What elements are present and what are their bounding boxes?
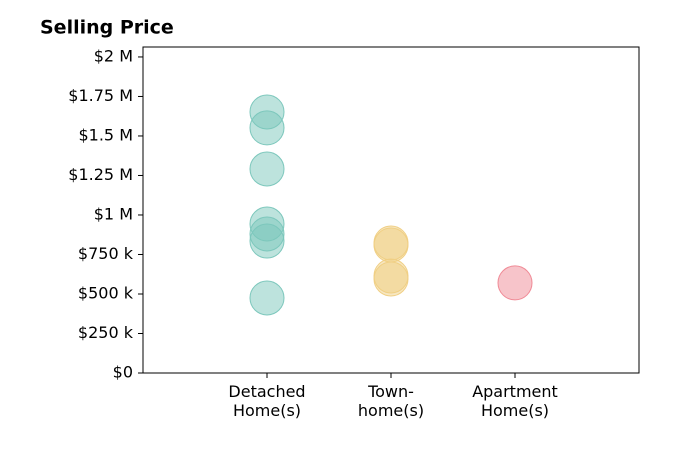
y-tick-label: $1.5 M: [78, 125, 133, 144]
point: [249, 110, 285, 146]
y-tick-label: $1.25 M: [68, 165, 133, 184]
point: [497, 265, 533, 301]
y-tick-label: $0: [113, 363, 133, 382]
point: [373, 227, 409, 263]
y-tick-label: $500 k: [78, 283, 134, 302]
y-tick-label: $750 k: [78, 244, 134, 263]
chart-title: Selling Price: [40, 17, 174, 39]
x-tick-label: Town- home(s): [357, 382, 425, 420]
point: [249, 223, 285, 259]
plot-frame: [142, 46, 640, 374]
point: [249, 280, 285, 316]
y-tick-label: $2 M: [94, 46, 133, 65]
x-tick-label: Apartment Home(s): [472, 382, 558, 420]
y-tick-label: $1 M: [94, 204, 133, 223]
y-tick-label: $250 k: [78, 323, 134, 342]
x-tick-label: Detached Home(s): [228, 382, 306, 420]
point: [249, 151, 285, 187]
y-tick-label: $1.75 M: [68, 86, 133, 105]
point: [373, 261, 409, 297]
